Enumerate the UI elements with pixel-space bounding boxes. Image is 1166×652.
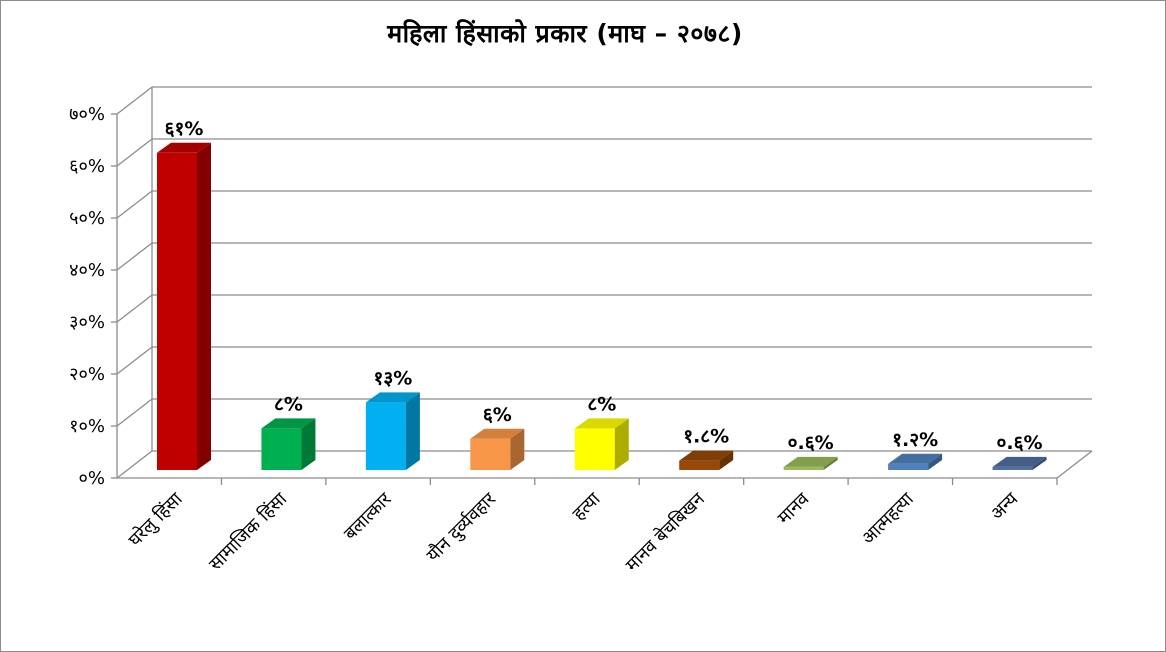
bar-3-side [405,392,420,470]
bar-9-side [1032,456,1047,470]
data-label: १३% [373,367,412,389]
bar-2-top [261,418,316,429]
bar-5-top [574,418,629,429]
bar-6-top [679,450,734,461]
gridline-side [116,138,153,167]
bar-4-top [470,428,525,439]
bar-8-side [928,453,943,470]
bar-2-front [261,428,302,470]
category-label: बलात्कार [340,488,396,544]
bar-6-front [679,460,720,470]
category-label: हत्या [569,488,605,524]
y-tick-label: ७०% [69,104,105,125]
floor-right-edge [1056,450,1093,479]
bar-2-side [301,418,316,470]
bar-9-top [992,456,1047,467]
data-label: ६% [483,404,512,426]
bar-4-front [470,438,511,470]
bar-1-front [157,152,197,471]
bar-3-front [365,402,406,470]
data-label: १.२% [892,429,938,451]
data-label: ८% [274,393,303,415]
gridline-side [116,294,153,323]
gridline-side [116,190,153,219]
y-tick-label: ६०% [69,156,105,177]
gridline-side [116,86,153,115]
category-label: यौन दुर्व्यवहार [422,488,501,567]
bar-5-front [574,428,615,470]
gridline-side [116,398,153,427]
category-label: मानव बेचबिखन [621,487,710,576]
gridline-side [116,450,153,479]
y-tick-label: २०% [69,364,105,385]
y-tick-label: ४०% [69,260,105,281]
bar-4-side [510,428,525,470]
bar-8-top [888,453,943,464]
data-label: ०.६% [997,432,1043,454]
category-label: अन्य [987,488,1023,524]
bar-7-front [783,466,824,470]
bar-8-front [888,463,929,470]
y-tick-label: ३०% [69,312,105,333]
data-label: १.८% [683,426,729,448]
bar-7-side [823,456,838,470]
category-label: आत्महत्या [858,488,918,548]
y-tick-label: १०% [69,416,105,437]
bar-5-side [614,418,629,470]
bar-1-side [197,142,211,471]
gridline-side [116,242,153,271]
gridline-side [116,346,153,375]
category-label: घरेलु हिंसा [124,488,187,551]
data-label: ६१% [165,118,204,140]
chart-title: महिला हिंसाको प्रकार (माघ – २०७८) [387,19,743,48]
category-label: मानव [774,488,815,529]
bar-6-side [719,450,734,470]
y-tick-label: ५०% [69,208,105,229]
bar-3-top [365,392,420,403]
bar-7-top [783,456,838,467]
bar-9-front [992,466,1033,470]
bar-1-top [157,142,211,153]
category-label: सामाजिक हिंसा [204,488,291,575]
data-label: ८% [587,393,616,415]
y-tick-label: ०% [79,468,105,489]
data-label: ०.६% [788,432,834,454]
